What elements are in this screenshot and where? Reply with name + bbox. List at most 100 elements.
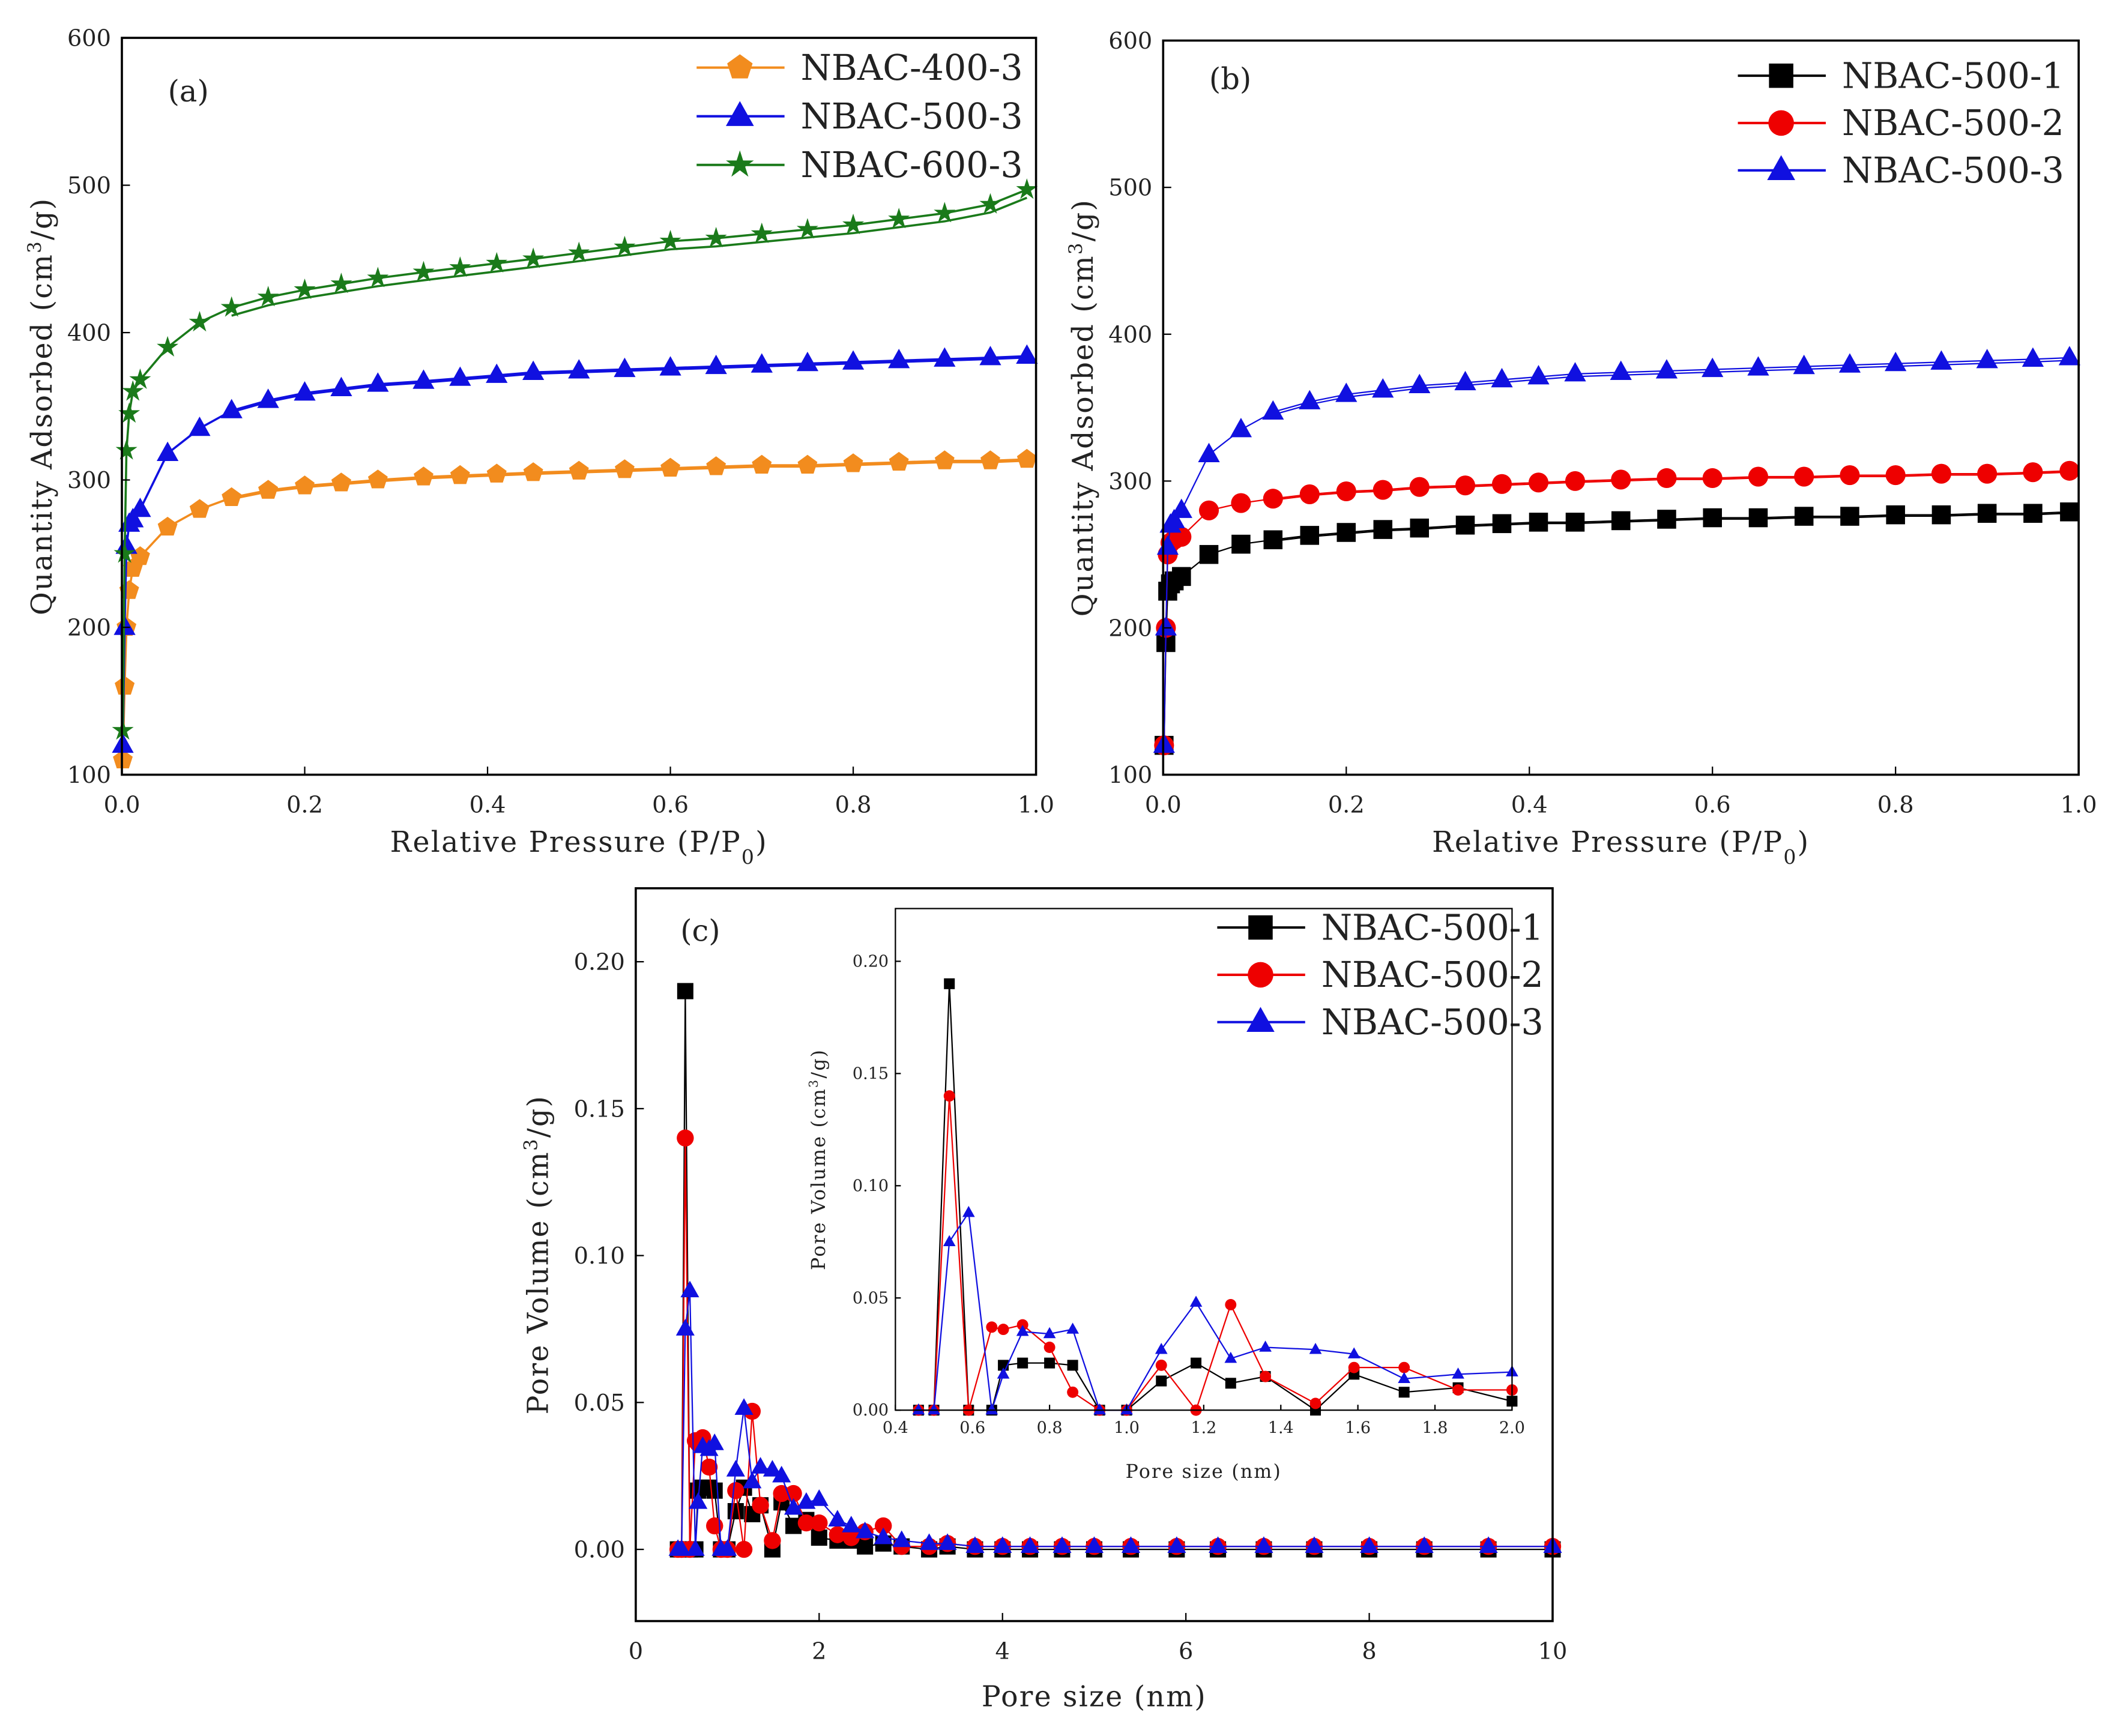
data-point xyxy=(752,454,772,474)
data-point xyxy=(1977,463,1998,484)
x-tick-label: 0.0 xyxy=(104,792,140,819)
data-point xyxy=(220,399,243,418)
data-point xyxy=(1043,1327,1056,1339)
data-point xyxy=(1198,500,1219,520)
legend-label: NBAC-500-2 xyxy=(1842,103,2064,143)
y-axis-label-end: /g) xyxy=(522,1095,555,1138)
data-point xyxy=(122,380,144,401)
y-tick-label: 100 xyxy=(67,762,111,789)
y-tick-label: 0.20 xyxy=(574,949,625,976)
data-point xyxy=(113,542,136,563)
data-point xyxy=(2023,504,2043,523)
series-NBAC-600-3 xyxy=(112,178,1038,740)
data-point xyxy=(412,369,435,389)
data-point xyxy=(1016,1325,1029,1336)
data-point xyxy=(1198,442,1220,462)
data-point xyxy=(1084,1536,1104,1554)
y-tick-label: 200 xyxy=(1108,615,1152,642)
data-point xyxy=(414,466,433,486)
data-point xyxy=(979,346,1001,366)
data-point xyxy=(614,459,635,478)
data-point xyxy=(189,416,211,436)
data-point xyxy=(295,475,315,495)
data-point xyxy=(294,381,316,401)
data-point xyxy=(1931,505,1951,525)
series-NBAC-400-3 xyxy=(113,448,1037,769)
data-point xyxy=(1611,469,1631,490)
data-point xyxy=(330,273,352,294)
data-point xyxy=(763,1460,782,1477)
panel-label: (a) xyxy=(168,74,209,109)
x-tick-label: 0.8 xyxy=(1877,792,1914,819)
data-point xyxy=(1199,544,1219,564)
series-line xyxy=(121,355,1027,746)
series-line-desorption xyxy=(231,196,1028,317)
data-point xyxy=(874,1527,893,1545)
data-point xyxy=(1093,1403,1106,1415)
data-point xyxy=(943,1235,956,1246)
data-point xyxy=(796,351,819,372)
data-point xyxy=(522,247,545,268)
data-point xyxy=(934,202,956,223)
x-axis-label-end: ) xyxy=(755,826,768,859)
data-point xyxy=(965,1536,985,1554)
data-point xyxy=(1172,567,1191,586)
data-point xyxy=(1565,513,1585,532)
data-point xyxy=(750,353,773,373)
legend: NBAC-400-3 NBAC-500-3 NBAC-600-3 xyxy=(696,47,1023,185)
data-point xyxy=(1300,526,1320,545)
data-point xyxy=(1044,1357,1055,1369)
data-point xyxy=(1492,514,1512,534)
x-axis-label: Pore size (nm) xyxy=(1126,1461,1282,1483)
data-point xyxy=(1230,418,1252,438)
data-point xyxy=(1398,1387,1410,1398)
data-point xyxy=(157,336,179,357)
data-point xyxy=(784,1498,803,1515)
data-point xyxy=(1373,480,1393,500)
data-point xyxy=(962,1205,975,1217)
data-point xyxy=(1702,357,1724,378)
data-point xyxy=(659,356,681,376)
legend-item: NBAC-400-3 xyxy=(696,47,1023,88)
data-point xyxy=(857,1538,874,1555)
data-point xyxy=(920,1533,939,1551)
chart-b: 0.0 0.2 0.4 0.6 0.8 1.0 100 200 300 400 500 600 Rela… xyxy=(1065,28,2097,868)
data-point xyxy=(257,286,279,307)
data-point xyxy=(1309,1342,1322,1354)
data-point xyxy=(1840,507,1859,526)
data-point xyxy=(1657,510,1676,529)
data-point xyxy=(985,1403,998,1415)
data-point xyxy=(1263,530,1283,549)
x-axis-label-text: Relative Pressure (P/P xyxy=(390,826,741,859)
y-axis-label-sup: 3 xyxy=(1065,241,1087,255)
x-tick-label: 1.6 xyxy=(1345,1418,1371,1437)
x-tick-label: 0 xyxy=(629,1638,643,1665)
data-point xyxy=(1209,1536,1228,1554)
legend-label: NBAC-500-3 xyxy=(801,96,1023,137)
data-point xyxy=(1410,518,1430,538)
data-point xyxy=(1409,477,1430,497)
data-point xyxy=(705,354,727,375)
legend-item: NBAC-500-1 xyxy=(1738,55,2064,96)
data-point xyxy=(1409,373,1431,394)
series-NBAC-500-3 xyxy=(112,344,1038,753)
legend-label: NBAC-500-1 xyxy=(1842,55,2064,96)
data-point xyxy=(569,460,589,480)
data-point xyxy=(118,402,140,423)
series-NBAC-500-3 xyxy=(668,1280,1562,1556)
data-point xyxy=(1224,1351,1237,1363)
data-point xyxy=(912,1403,925,1415)
data-point xyxy=(705,1433,724,1450)
data-point xyxy=(689,1492,708,1509)
x-tick-label: 2.0 xyxy=(1499,1418,1525,1437)
data-point xyxy=(1702,468,1723,489)
data-point xyxy=(928,1403,940,1415)
data-point xyxy=(486,363,508,383)
data-point xyxy=(2022,347,2044,367)
x-tick-label: 0.4 xyxy=(1511,792,1548,819)
data-point xyxy=(675,1319,695,1336)
data-point xyxy=(1794,466,1814,487)
x-axis-label-text: Relative Pressure (P/P xyxy=(1432,826,1783,859)
x-axis-label: Pore size (nm) xyxy=(982,1680,1207,1713)
legend-item: NBAC-600-3 xyxy=(696,145,1023,185)
